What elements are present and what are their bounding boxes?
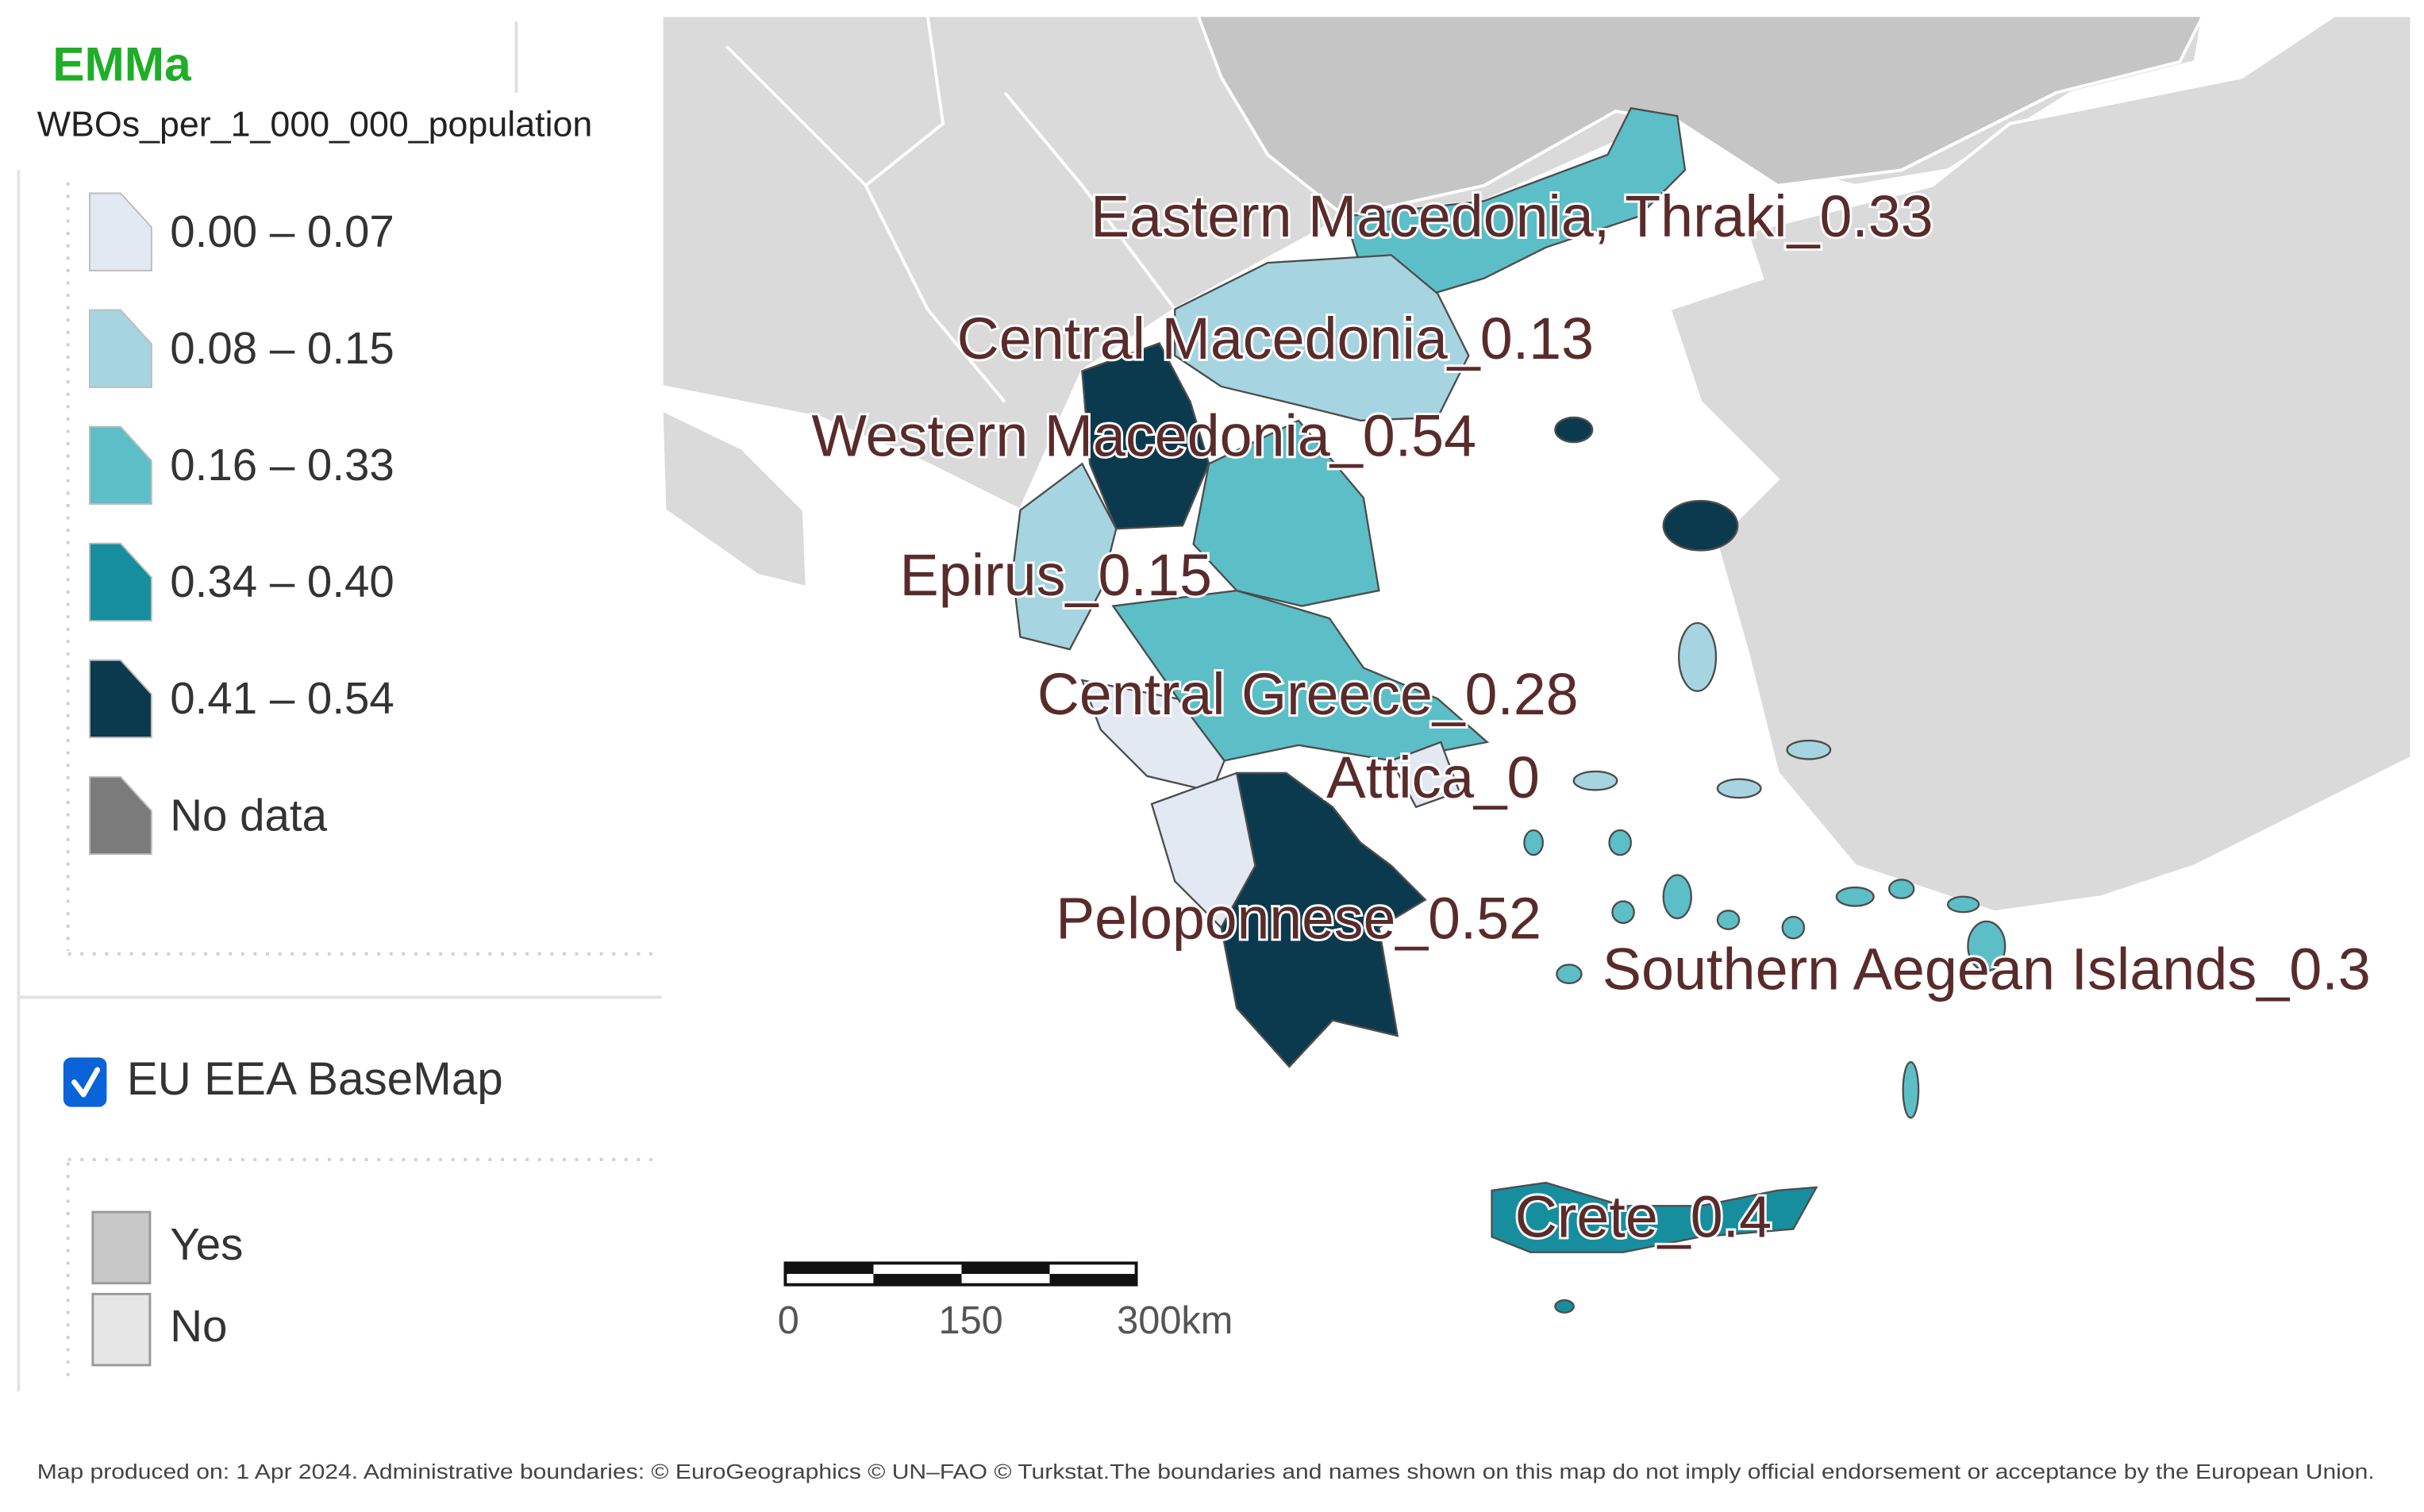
island (1572, 770, 1618, 791)
island (1556, 964, 1583, 985)
legend-swatch (88, 192, 152, 271)
region-label: Peloponnese_0.52 (1056, 885, 1541, 951)
scale-segment (1049, 1274, 1137, 1285)
legend-label: 0.08 – 0.15 (170, 323, 394, 373)
scale-label: 150 (939, 1299, 1003, 1342)
legend-swatch (88, 542, 152, 622)
region-thessaly (1192, 419, 1380, 607)
island (1608, 829, 1632, 856)
region-label: Central Macedonia_0.13 (957, 306, 1594, 371)
app-title: EMMa (52, 37, 191, 91)
region (1390, 741, 1461, 809)
island (1967, 920, 2007, 972)
legend-label: No (170, 1301, 227, 1351)
region (1174, 254, 1470, 421)
legend-label: 0.41 – 0.54 (170, 673, 394, 723)
scale-segment (873, 1274, 962, 1285)
region (1011, 462, 1118, 651)
island (1902, 1061, 1920, 1119)
scale-label: 0 (778, 1299, 799, 1342)
region (1081, 341, 1210, 530)
land (1668, 13, 2414, 914)
legend-label: 0.00 – 0.07 (170, 206, 394, 256)
basemap-legend: Yes No (91, 1210, 243, 1367)
region-label: Attica_0 (1326, 744, 1540, 810)
border (1003, 91, 1176, 310)
scale-labels: 0 150 300km (778, 1299, 1233, 1342)
legend-swatch (91, 1210, 152, 1285)
layer-legend: 0.00 – 0.07 0.08 – 0.15 0.16 – 0.33 0.34 – … (88, 192, 394, 856)
legend-label: No data (170, 790, 327, 840)
region-label: Central Greece_0.28 (1037, 661, 1579, 727)
basemap-label: EU EEA BaseMap (127, 1053, 503, 1105)
border (725, 45, 868, 187)
region (1220, 771, 1427, 1068)
regions (1011, 107, 2007, 1314)
basemap-checkbox[interactable] (63, 1057, 107, 1107)
checkbox-box[interactable] (63, 1057, 107, 1107)
footer: Map produced on: 1 Apr 2024. Administrat… (37, 1461, 2375, 1483)
scale-label: 300km (1117, 1299, 1233, 1342)
island (1611, 900, 1635, 925)
island (1781, 915, 1806, 940)
region (1111, 589, 1490, 762)
labels: Eastern Macedonia, Thraki_0.33 Central Ma… (810, 181, 2373, 1252)
scale-segment (785, 1263, 874, 1275)
island (1554, 1298, 1575, 1314)
legend-swatch (88, 425, 152, 505)
island (1946, 895, 1980, 914)
island (1786, 739, 1832, 760)
island (1716, 778, 1762, 799)
island (1523, 829, 1544, 856)
layer-title: WBOs_per_1_000_000_population (37, 105, 593, 144)
region (1491, 1181, 1818, 1253)
legend-swatch (88, 775, 152, 856)
island (1554, 416, 1594, 444)
region-label: Crete_0.4 (1515, 1183, 1772, 1249)
legend-swatch (91, 1292, 152, 1367)
region-label: Eastern Macedonia, Thraki_0.33 (1091, 183, 1933, 249)
scale-segment (961, 1263, 1050, 1275)
island (1678, 621, 1718, 692)
island (1835, 886, 1875, 907)
legend-label: 0.34 – 0.40 (170, 556, 394, 606)
region-label: Southern Aegean Islands_0.3 (1603, 937, 2371, 1002)
legend-swatch (88, 659, 152, 739)
region-label: Epirus_0.15 (900, 542, 1212, 608)
region-label: Western Macedonia_0.54 (812, 403, 1477, 469)
legend-label: Yes (170, 1219, 243, 1269)
land (660, 407, 809, 590)
island (1662, 499, 1739, 552)
legend-swatch (88, 309, 152, 388)
check-mark[interactable] (71, 1067, 101, 1098)
island (1662, 874, 1692, 920)
island (1716, 910, 1741, 930)
legend-label: 0.16 – 0.33 (170, 440, 394, 490)
scale-bar (783, 1261, 1138, 1287)
island (1887, 879, 1915, 899)
